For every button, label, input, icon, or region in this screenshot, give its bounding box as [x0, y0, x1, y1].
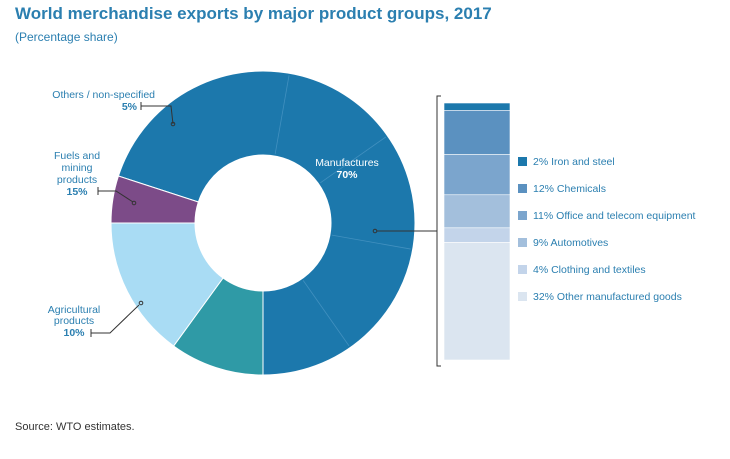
leader-line	[91, 304, 140, 334]
legend-swatch	[518, 238, 527, 247]
legend-swatch	[518, 157, 527, 166]
legend-label: 4% Clothing and textiles	[533, 264, 646, 276]
leader-dot	[138, 300, 144, 306]
source-note: Source: WTO estimates.	[15, 421, 135, 433]
stack-segment	[443, 227, 511, 243]
slice-label: Agricultural	[48, 304, 101, 316]
slice-divider	[302, 280, 350, 347]
slice-label: Others / non-specified	[52, 89, 155, 101]
legend-swatch	[518, 292, 527, 301]
leader-dot	[131, 200, 137, 206]
stack-segment	[443, 242, 511, 361]
slice-divider	[320, 136, 387, 184]
legend-swatch	[518, 265, 527, 274]
legend: 2% Iron and steel 12% Chemicals 11% Office…	[518, 156, 696, 303]
stack-segment	[443, 154, 511, 196]
slice-value: 15%	[66, 186, 88, 198]
legend-swatch	[518, 184, 527, 193]
slice-value: 70%	[336, 169, 358, 181]
slice-value: 10%	[63, 327, 85, 339]
legend-label: 2% Iron and steel	[533, 156, 615, 168]
legend-label: 11% Office and telecom equipment	[533, 210, 696, 222]
leader-dot	[372, 228, 378, 234]
stack-segment	[443, 110, 511, 155]
chart-title: World merchandise exports by major produ…	[15, 4, 492, 23]
leader-line	[141, 105, 174, 125]
slice-value: 5%	[122, 101, 138, 113]
legend-swatch	[518, 211, 527, 220]
slice-divider	[274, 75, 290, 155]
slice-label: Manufactures	[315, 157, 379, 169]
slice-label: Fuels and	[54, 150, 100, 162]
stack-segment	[443, 102, 511, 111]
legend-label: 9% Automotives	[533, 237, 608, 249]
leader-line	[98, 190, 134, 203]
donut-chart	[110, 70, 416, 376]
slice-label: products	[54, 315, 94, 327]
donut-slice	[117, 70, 416, 376]
stack-bracket	[436, 95, 441, 367]
slice-divider	[331, 234, 411, 250]
donut-slice	[110, 175, 199, 224]
chart-subtitle: (Percentage share)	[15, 30, 118, 44]
legend-label: 32% Other manufactured goods	[533, 291, 682, 303]
legend-label: 12% Chemicals	[533, 183, 606, 195]
slice-label: products	[57, 174, 97, 186]
stacked-bar	[436, 95, 511, 367]
slice-label: mining	[62, 162, 93, 174]
leader-dot	[170, 121, 176, 127]
stack-segment	[443, 194, 511, 229]
